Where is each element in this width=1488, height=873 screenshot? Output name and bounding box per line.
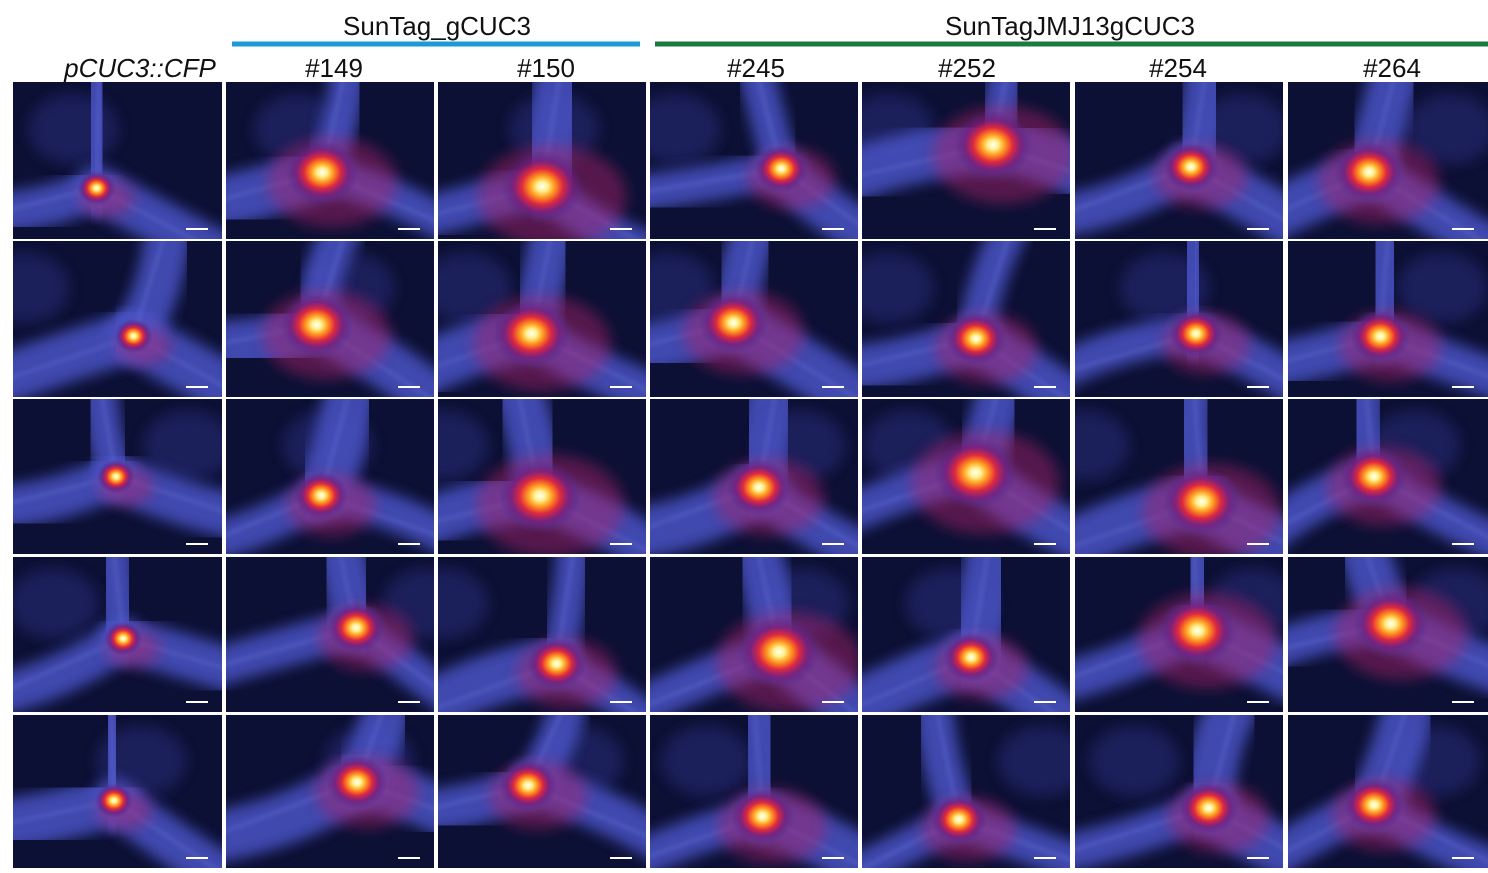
micrograph	[842, 379, 1090, 554]
column-label: pCUC3::CFP	[63, 53, 216, 83]
signal	[501, 151, 583, 222]
micrograph	[418, 62, 666, 257]
micrograph	[1055, 537, 1303, 712]
signal	[1179, 782, 1239, 834]
group-label: SunTag_gCUC3	[343, 11, 531, 41]
signal	[1341, 448, 1407, 506]
signal	[1353, 591, 1428, 656]
signal	[1169, 310, 1223, 357]
signal	[95, 784, 133, 818]
micrograph	[842, 695, 1090, 868]
signal	[499, 460, 581, 531]
signal	[527, 637, 587, 689]
micrograph	[1268, 221, 1488, 397]
micrograph	[0, 537, 242, 712]
signal	[934, 437, 1016, 508]
micrograph	[624, 221, 878, 412]
micrograph	[0, 379, 242, 554]
micrograph	[842, 221, 1090, 414]
micrograph	[630, 62, 878, 239]
micrograph	[206, 62, 454, 239]
signal	[943, 633, 999, 682]
micrograph	[0, 62, 242, 265]
signal	[327, 603, 384, 653]
micrograph	[206, 221, 454, 414]
signal	[1343, 778, 1404, 832]
signal	[727, 459, 791, 515]
figure: SunTag_gCUC3 SunTagJMJ13gCUC3 pCUC3::CFP…	[0, 0, 1488, 868]
leaf	[661, 726, 751, 796]
micrograph	[1268, 379, 1488, 554]
signal	[97, 460, 135, 494]
micrograph	[418, 695, 666, 868]
signal	[1163, 142, 1219, 191]
column-label: #150	[517, 53, 575, 83]
micrograph	[398, 537, 666, 732]
column-label: #149	[305, 53, 363, 83]
micrograph	[1268, 62, 1488, 257]
micrograph	[842, 62, 1090, 239]
signal	[699, 293, 768, 353]
leaf	[8, 569, 98, 639]
micrograph	[1055, 62, 1303, 239]
micrograph	[1055, 221, 1303, 397]
micrograph	[206, 695, 454, 868]
signal	[286, 140, 359, 204]
micrograph	[206, 379, 454, 554]
signal	[754, 145, 808, 192]
micrograph	[418, 221, 666, 400]
group-label: SunTagJMJ13gCUC3	[945, 11, 1195, 41]
signal	[1163, 468, 1240, 535]
signal	[327, 756, 388, 809]
micrograph	[630, 379, 878, 558]
micrograph	[842, 537, 1090, 737]
micrograph	[1268, 695, 1488, 868]
micrograph	[1039, 379, 1303, 559]
micrograph	[630, 695, 878, 868]
signal	[78, 171, 116, 205]
column-label: #254	[1149, 53, 1207, 83]
signal	[499, 760, 557, 811]
signal	[115, 319, 153, 353]
micrograph	[0, 695, 242, 868]
signal	[931, 795, 988, 845]
column-label: #245	[727, 53, 785, 83]
signal	[946, 312, 1007, 365]
micrograph	[398, 379, 666, 561]
signal	[493, 300, 570, 367]
column-label: #252	[938, 53, 996, 83]
leaf	[1397, 253, 1487, 323]
signal	[739, 617, 820, 687]
signal	[954, 111, 1033, 180]
leaf	[998, 726, 1088, 796]
micrograph	[1268, 537, 1488, 712]
micrograph	[1055, 695, 1303, 868]
signal	[1350, 310, 1410, 363]
signal	[294, 472, 348, 520]
signal	[1159, 597, 1236, 664]
page: {"header": {"groups": [{"label": "SunTag…	[0, 0, 1488, 868]
leaf	[1089, 726, 1179, 796]
signal	[731, 789, 794, 844]
micrograph	[0, 221, 242, 397]
micrograph	[206, 537, 472, 712]
micrograph	[630, 537, 878, 732]
column-label: #264	[1363, 53, 1421, 83]
image-grid	[0, 62, 1488, 868]
signal	[104, 622, 142, 656]
signal	[1335, 142, 1404, 202]
signal	[280, 293, 353, 356]
